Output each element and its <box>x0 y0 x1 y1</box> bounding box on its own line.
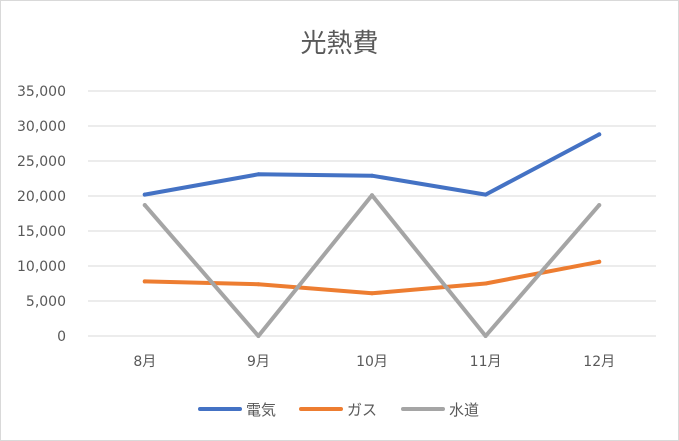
data-point <box>142 192 147 197</box>
y-tick-label: 5,000 <box>26 294 66 310</box>
y-tick-label: 0 <box>57 329 66 345</box>
x-tick-label: 10月 <box>356 354 388 370</box>
data-point <box>597 203 602 208</box>
y-tick-label: 20,000 <box>17 189 66 205</box>
x-tick-label: 9月 <box>247 354 270 370</box>
data-point <box>256 334 261 338</box>
y-tick-label: 10,000 <box>17 259 66 275</box>
data-point <box>142 279 147 284</box>
data-point <box>142 203 147 208</box>
x-axis-ticks: 8月 9月 10月 11月 12月 <box>133 354 615 370</box>
data-point <box>483 281 488 286</box>
data-point <box>370 291 374 296</box>
series-line-1 <box>142 259 602 296</box>
x-tick-label: 11月 <box>470 354 502 370</box>
data-point <box>597 132 602 137</box>
y-tick-label: 15,000 <box>17 224 66 240</box>
legend: 電気 ガス 水道 <box>198 401 479 419</box>
y-axis-ticks: 0 5,000 10,000 15,000 20,000 25,000 30,000 35,0… <box>17 84 66 345</box>
data-point <box>483 334 488 338</box>
chart-title: 光熱費 <box>300 29 378 59</box>
data-point <box>370 193 374 198</box>
legend-label: 水道 <box>449 401 479 419</box>
x-tick-label: 8月 <box>133 354 156 370</box>
y-tick-label: 35,000 <box>17 84 66 100</box>
series-line-0 <box>142 132 602 197</box>
legend-label: ガス <box>347 401 377 419</box>
legend-label: 電気 <box>246 401 276 419</box>
gridlines <box>88 90 656 337</box>
y-tick-label: 25,000 <box>17 154 66 170</box>
data-point <box>256 172 261 177</box>
data-point <box>483 192 488 197</box>
data-point <box>597 259 602 264</box>
data-point <box>256 282 261 287</box>
y-tick-label: 30,000 <box>17 119 66 135</box>
data-point <box>370 173 374 178</box>
series-lines <box>142 132 602 338</box>
x-tick-label: 12月 <box>583 354 615 370</box>
